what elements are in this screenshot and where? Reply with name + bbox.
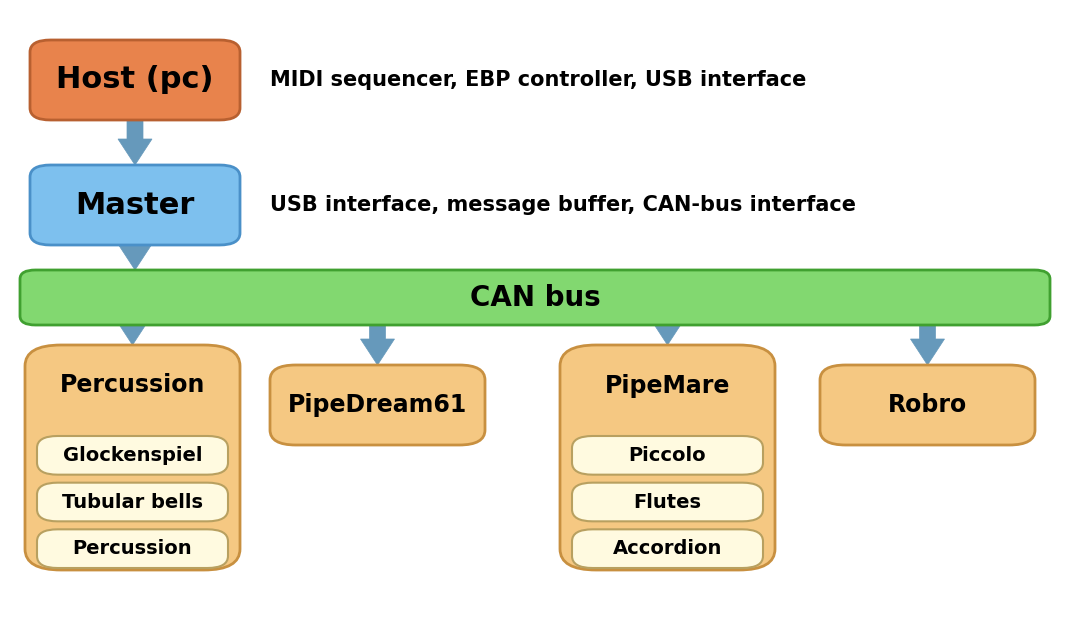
Text: Flutes: Flutes	[633, 492, 702, 511]
Text: Glockenspiel: Glockenspiel	[62, 446, 202, 465]
Text: PipeMare: PipeMare	[605, 374, 730, 398]
FancyBboxPatch shape	[820, 365, 1035, 445]
FancyBboxPatch shape	[560, 345, 775, 570]
FancyBboxPatch shape	[30, 165, 240, 245]
Text: Percussion: Percussion	[60, 374, 205, 398]
FancyBboxPatch shape	[572, 529, 763, 568]
Text: Master: Master	[75, 191, 195, 219]
Polygon shape	[115, 319, 149, 345]
FancyBboxPatch shape	[20, 270, 1050, 325]
Polygon shape	[650, 319, 685, 345]
Text: Host (pc): Host (pc)	[56, 66, 214, 94]
Text: USB interface, message buffer, CAN-bus interface: USB interface, message buffer, CAN-bus i…	[270, 195, 856, 215]
FancyBboxPatch shape	[37, 482, 228, 521]
Text: Robro: Robro	[888, 393, 968, 417]
FancyBboxPatch shape	[37, 436, 228, 474]
Polygon shape	[360, 325, 395, 365]
FancyBboxPatch shape	[25, 345, 240, 570]
FancyBboxPatch shape	[572, 482, 763, 521]
FancyBboxPatch shape	[572, 436, 763, 474]
Text: MIDI sequencer, EBP controller, USB interface: MIDI sequencer, EBP controller, USB inte…	[270, 70, 806, 90]
Text: CAN bus: CAN bus	[470, 284, 600, 311]
FancyBboxPatch shape	[37, 529, 228, 568]
FancyBboxPatch shape	[30, 40, 240, 120]
Polygon shape	[118, 244, 152, 270]
Polygon shape	[118, 120, 152, 165]
FancyBboxPatch shape	[270, 365, 485, 445]
Text: PipeDream61: PipeDream61	[288, 393, 468, 417]
Text: Percussion: Percussion	[73, 539, 192, 558]
Polygon shape	[911, 325, 945, 365]
Text: Piccolo: Piccolo	[629, 446, 706, 465]
Text: Tubular bells: Tubular bells	[62, 492, 203, 511]
Text: Accordion: Accordion	[613, 539, 722, 558]
